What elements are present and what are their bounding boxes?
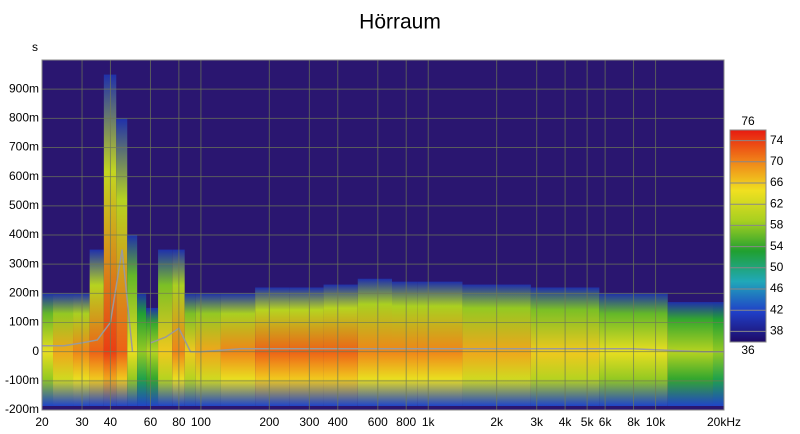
spectrum-column [712, 302, 724, 406]
spectrum-column [73, 293, 90, 406]
color-tick-label: 74 [770, 133, 784, 147]
x-tick-label: 30 [75, 415, 89, 429]
color-tick-label: 62 [770, 196, 784, 210]
color-tick-label: 58 [770, 218, 784, 232]
y-tick-label: 200m [9, 286, 39, 300]
chart-title: Hörraum [359, 11, 441, 34]
x-tick-label: 8k [627, 415, 641, 429]
y-tick-label: 800m [9, 111, 39, 125]
x-tick-label: 200 [259, 415, 279, 429]
y-tick-label: 0 [32, 344, 39, 358]
spectrum-column [89, 249, 104, 406]
y-tick-label: -100m [5, 373, 39, 387]
x-tick-label: 6k [599, 415, 613, 429]
spectrum-column [195, 293, 221, 406]
y-tick-label: 300m [9, 256, 39, 270]
y-tick-label: 900m [9, 81, 39, 95]
y-tick-label: 500m [9, 198, 39, 212]
spectrum-column [255, 287, 290, 406]
y-tick-label: 600m [9, 169, 39, 183]
spectrum-column [158, 249, 173, 406]
y-tick-label: 700m [9, 140, 39, 154]
x-tick-label: 5k [581, 415, 595, 429]
color-tick-label: 70 [770, 154, 784, 168]
color-min-label: 36 [741, 343, 755, 357]
spectrum-column [417, 281, 463, 406]
x-tick-label: 60 [144, 415, 158, 429]
x-tick-label: 40 [104, 415, 118, 429]
x-tick-label: 600 [368, 415, 388, 429]
x-tick-label: 1k [422, 415, 436, 429]
color-tick-label: 50 [770, 260, 784, 274]
plot-frame [41, 59, 725, 411]
x-tick-label: 20kHz [707, 415, 741, 429]
spectrum-column [127, 235, 138, 406]
spectrum-column [137, 293, 147, 406]
y-axis-label: s [32, 40, 38, 54]
x-tick-label: 10k [646, 415, 666, 429]
color-bar [729, 129, 767, 343]
spectrum-column [323, 284, 358, 406]
color-tick-label: 38 [770, 324, 784, 338]
color-tick-label: 66 [770, 175, 784, 189]
x-tick-label: 80 [172, 415, 186, 429]
x-tick-label: 20 [35, 415, 49, 429]
x-tick-label: 300 [299, 415, 319, 429]
color-tick-label: 42 [770, 302, 784, 316]
x-tick-label: 800 [396, 415, 416, 429]
spectrum-column [116, 118, 128, 406]
spectrum-column [53, 293, 74, 406]
color-tick-label: 46 [770, 281, 784, 295]
x-tick-label: 3k [530, 415, 544, 429]
y-tick-label: 400m [9, 227, 39, 241]
spectrum-column [42, 293, 54, 406]
spectrum-column [392, 281, 418, 406]
spectrum-column [667, 302, 713, 406]
x-tick-label: 400 [328, 415, 348, 429]
color-max-label: 76 [741, 114, 755, 128]
x-tick-label: 100 [191, 415, 211, 429]
spectrum-column [357, 278, 393, 406]
spectrum-column [146, 307, 159, 406]
x-tick-label: 4k [559, 415, 573, 429]
color-tick-label: 54 [770, 239, 784, 253]
y-tick-label: -200m [5, 402, 39, 416]
x-tick-label: 2k [490, 415, 504, 429]
spectrum-column [289, 287, 324, 406]
y-tick-label: 100m [9, 315, 39, 329]
